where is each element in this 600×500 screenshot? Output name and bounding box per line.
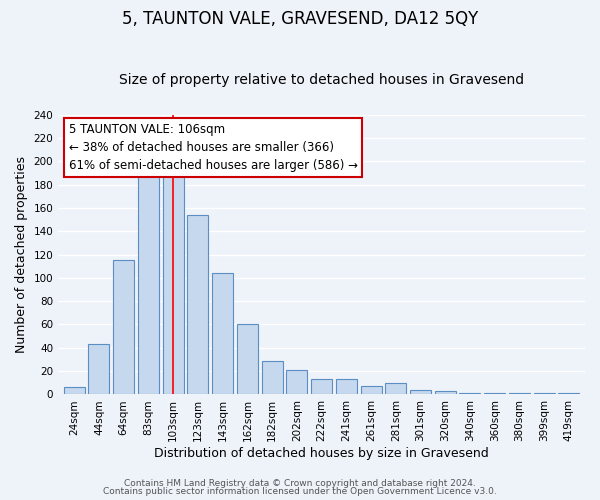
Text: 5, TAUNTON VALE, GRAVESEND, DA12 5QY: 5, TAUNTON VALE, GRAVESEND, DA12 5QY — [122, 10, 478, 28]
Bar — [187, 215, 208, 394]
Bar — [138, 175, 159, 394]
Title: Size of property relative to detached houses in Gravesend: Size of property relative to detached ho… — [119, 73, 524, 87]
X-axis label: Distribution of detached houses by size in Gravesend: Distribution of detached houses by size … — [154, 447, 489, 460]
Bar — [336, 380, 357, 394]
Bar — [88, 344, 109, 395]
Bar — [435, 391, 456, 394]
Bar — [64, 388, 85, 394]
Text: Contains public sector information licensed under the Open Government Licence v3: Contains public sector information licen… — [103, 487, 497, 496]
Bar — [237, 324, 258, 394]
Bar — [286, 370, 307, 394]
Bar — [311, 380, 332, 394]
Bar — [385, 383, 406, 394]
Bar — [212, 273, 233, 394]
Bar — [113, 260, 134, 394]
Bar — [262, 360, 283, 394]
Bar — [361, 386, 382, 394]
Bar — [410, 390, 431, 394]
Text: Contains HM Land Registry data © Crown copyright and database right 2024.: Contains HM Land Registry data © Crown c… — [124, 478, 476, 488]
Y-axis label: Number of detached properties: Number of detached properties — [15, 156, 28, 353]
Text: 5 TAUNTON VALE: 106sqm
← 38% of detached houses are smaller (366)
61% of semi-de: 5 TAUNTON VALE: 106sqm ← 38% of detached… — [69, 123, 358, 172]
Bar — [163, 175, 184, 394]
